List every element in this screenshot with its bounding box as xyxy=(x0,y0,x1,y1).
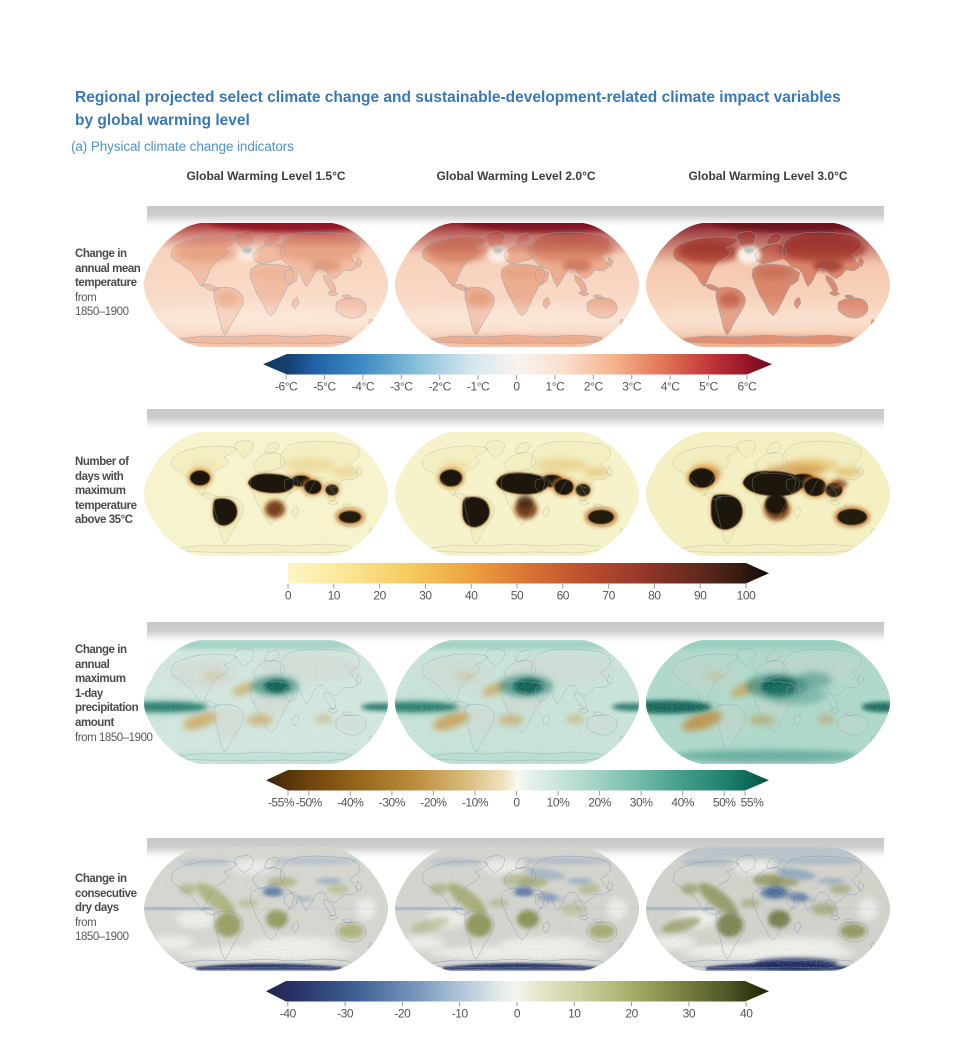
svg-text:4°C: 4°C xyxy=(661,379,681,393)
svg-text:0: 0 xyxy=(513,379,520,393)
svg-text:10: 10 xyxy=(568,1006,581,1020)
svg-text:-20: -20 xyxy=(394,1006,411,1020)
svg-text:40: 40 xyxy=(740,1006,753,1020)
svg-text:30: 30 xyxy=(683,1006,696,1020)
svg-text:0: 0 xyxy=(514,1006,521,1020)
svg-text:50%: 50% xyxy=(713,795,736,809)
svg-text:10: 10 xyxy=(328,588,341,602)
svg-text:20: 20 xyxy=(373,588,386,602)
svg-text:-20%: -20% xyxy=(420,795,447,809)
svg-text:70: 70 xyxy=(602,588,615,602)
svg-text:40: 40 xyxy=(465,588,478,602)
svg-text:-10: -10 xyxy=(452,1006,469,1020)
svg-text:-6°C: -6°C xyxy=(275,379,298,393)
svg-text:3°C: 3°C xyxy=(622,379,642,393)
svg-text:30: 30 xyxy=(419,588,432,602)
svg-text:-5°C: -5°C xyxy=(313,379,336,393)
svg-text:20: 20 xyxy=(625,1006,638,1020)
svg-text:2°C: 2°C xyxy=(584,379,604,393)
svg-text:-1°C: -1°C xyxy=(467,379,490,393)
svg-text:0: 0 xyxy=(513,795,520,809)
svg-text:6°C: 6°C xyxy=(738,379,758,393)
svg-text:-40%: -40% xyxy=(337,795,364,809)
svg-text:0: 0 xyxy=(285,588,292,602)
svg-text:40%: 40% xyxy=(671,795,694,809)
svg-text:-50%: -50% xyxy=(296,795,323,809)
svg-text:-4°C: -4°C xyxy=(352,379,375,393)
svg-text:80: 80 xyxy=(648,588,661,602)
svg-text:-40: -40 xyxy=(280,1006,297,1020)
svg-text:1°C: 1°C xyxy=(546,379,566,393)
svg-text:-3°C: -3°C xyxy=(390,379,413,393)
svg-text:90: 90 xyxy=(694,588,707,602)
svg-text:-30%: -30% xyxy=(379,795,406,809)
svg-text:-30: -30 xyxy=(337,1006,354,1020)
svg-text:60: 60 xyxy=(557,588,570,602)
svg-text:20%: 20% xyxy=(588,795,611,809)
svg-text:-55%: -55% xyxy=(268,795,295,809)
svg-text:-10%: -10% xyxy=(462,795,489,809)
svg-text:-2°C: -2°C xyxy=(429,379,452,393)
svg-text:5°C: 5°C xyxy=(699,379,719,393)
svg-text:30%: 30% xyxy=(630,795,653,809)
svg-text:100: 100 xyxy=(737,588,756,602)
svg-text:50: 50 xyxy=(511,588,524,602)
svg-text:55%: 55% xyxy=(741,795,764,809)
svg-text:10%: 10% xyxy=(547,795,570,809)
